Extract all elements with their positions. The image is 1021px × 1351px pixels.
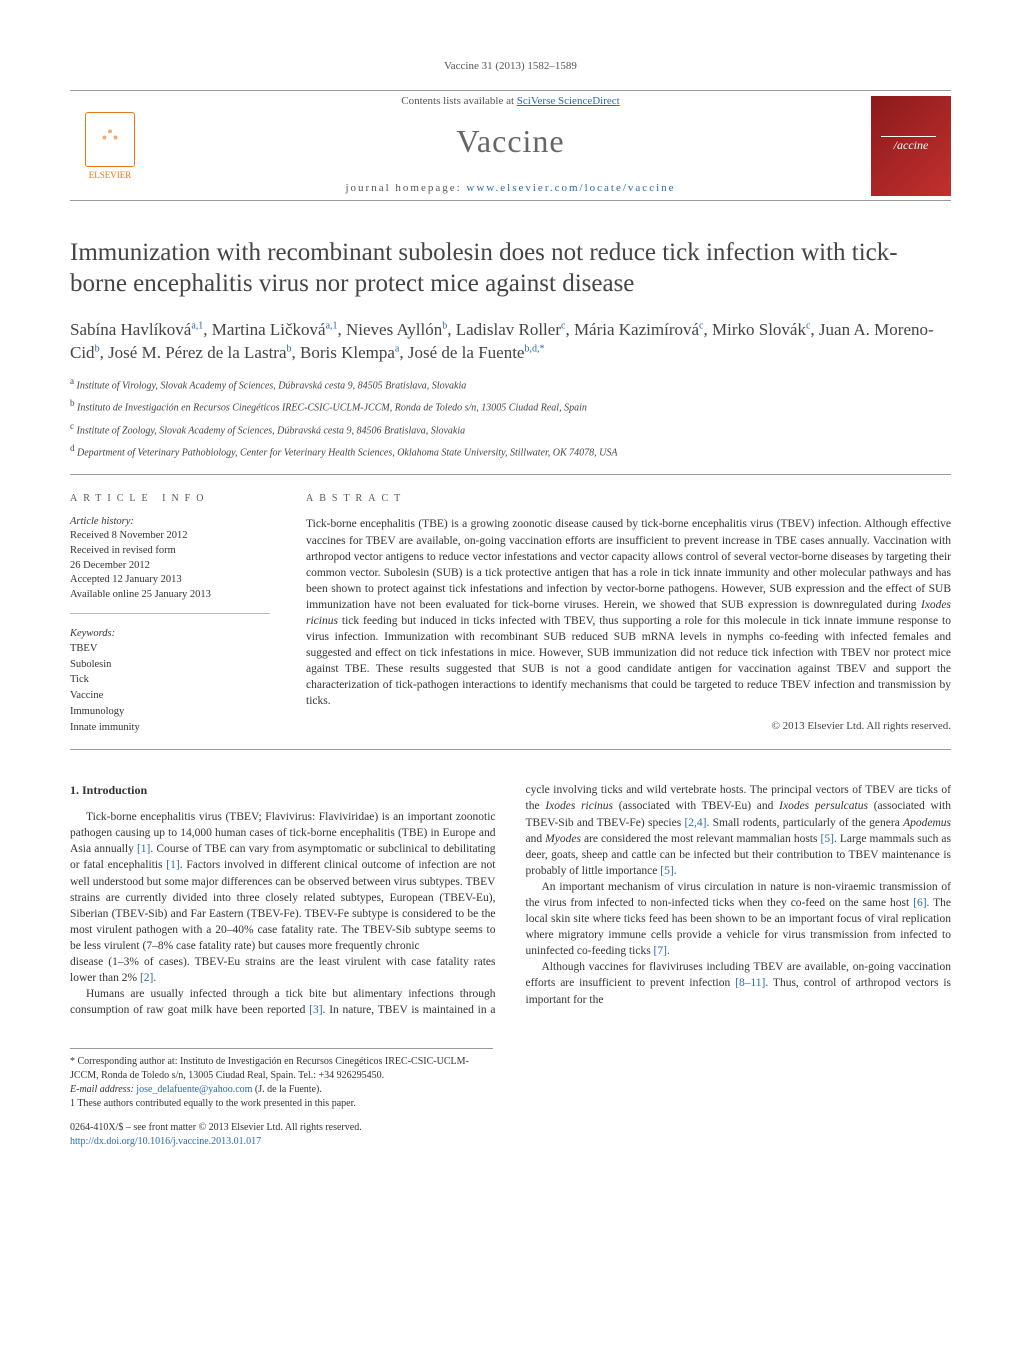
body-two-columns: 1. Introduction Tick-borne encephalitis … — [70, 782, 951, 1018]
email-line: E-mail address: jose_delafuente@yahoo.co… — [70, 1083, 493, 1097]
section-1-heading: 1. Introduction — [70, 782, 496, 799]
corresponding-email-link[interactable]: jose_delafuente@yahoo.com — [136, 1084, 252, 1095]
equal-contribution-note: 1 These authors contributed equally to t… — [70, 1097, 493, 1111]
article-info-column: ARTICLE INFO Article history: Received 8… — [70, 493, 270, 735]
keyword: Subolesin — [70, 657, 270, 673]
history-label: Article history: — [70, 516, 270, 527]
copyright-line: © 2013 Elsevier Ltd. All rights reserved… — [306, 720, 951, 732]
divider-top — [70, 474, 951, 475]
body-paragraph: Tick-borne encephalitis virus (TBEV; Fla… — [70, 809, 496, 954]
elsevier-tree-icon — [85, 112, 135, 167]
article-info-label: ARTICLE INFO — [70, 493, 270, 504]
page-root: Vaccine 31 (2013) 1582–1589 ELSEVIER Con… — [0, 0, 1021, 1189]
authors-list: Sabína Havlíkováa,1, Martina Ličkováa,1,… — [70, 318, 951, 366]
keywords-list: TBEVSubolesinTickVaccineImmunologyInnate… — [70, 641, 270, 736]
homepage-prefix: journal homepage: — [345, 182, 466, 194]
issn-front-matter: 0264-410X/$ – see front matter © 2013 El… — [70, 1121, 493, 1135]
affiliation-line: b Instituto de Investigación en Recursos… — [70, 397, 951, 415]
masthead-center: Contents lists available at SciVerse Sci… — [150, 95, 871, 196]
keyword: TBEV — [70, 641, 270, 657]
keyword: Immunology — [70, 704, 270, 720]
body-paragraph: disease (1–3% of cases). TBEV-Eu strains… — [70, 954, 496, 986]
abstract-text: Tick-borne encephalitis (TBE) is a growi… — [306, 516, 951, 709]
journal-homepage-line: journal homepage: www.elsevier.com/locat… — [150, 182, 871, 194]
abstract-column: ABSTRACT Tick-borne encephalitis (TBE) i… — [306, 493, 951, 735]
article-history-block: Article history: Received 8 November 201… — [70, 516, 270, 613]
keyword: Vaccine — [70, 688, 270, 704]
contents-prefix: Contents lists available at — [401, 95, 516, 107]
cover-label: /accine — [894, 138, 929, 153]
info-abstract-row: ARTICLE INFO Article history: Received 8… — [70, 493, 951, 735]
body-paragraph: Although vaccines for flaviviruses inclu… — [526, 959, 952, 1007]
masthead: ELSEVIER Contents lists available at Sci… — [70, 90, 951, 201]
publisher-name: ELSEVIER — [89, 170, 132, 180]
history-accepted: Accepted 12 January 2013 — [70, 573, 270, 588]
keyword: Innate immunity — [70, 720, 270, 736]
publisher-logo: ELSEVIER — [70, 101, 150, 191]
journal-reference: Vaccine 31 (2013) 1582–1589 — [70, 60, 951, 72]
article-title: Immunization with recombinant subolesin … — [70, 237, 951, 300]
history-revised-2: 26 December 2012 — [70, 559, 270, 574]
body-paragraph: An important mechanism of virus circulat… — [526, 879, 952, 959]
abstract-label: ABSTRACT — [306, 493, 951, 504]
affiliations-block: a Institute of Virology, Slovak Academy … — [70, 375, 951, 460]
footnotes-block: * Corresponding author at: Instituto de … — [70, 1048, 493, 1111]
contents-available-line: Contents lists available at SciVerse Sci… — [150, 95, 871, 107]
keyword: Tick — [70, 672, 270, 688]
email-label: E-mail address: — [70, 1084, 136, 1095]
journal-name: Vaccine — [150, 123, 871, 160]
doi-block: 0264-410X/$ – see front matter © 2013 El… — [70, 1121, 493, 1149]
email-suffix: (J. de la Fuente). — [252, 1084, 321, 1095]
affiliation-line: d Department of Veterinary Pathobiology,… — [70, 442, 951, 460]
keywords-label: Keywords: — [70, 628, 270, 639]
journal-cover-thumbnail: /accine — [871, 96, 951, 196]
sciencedirect-link[interactable]: SciVerse ScienceDirect — [517, 95, 620, 107]
history-revised-1: Received in revised form — [70, 544, 270, 559]
history-online: Available online 25 January 2013 — [70, 588, 270, 603]
corresponding-author-note: * Corresponding author at: Instituto de … — [70, 1055, 493, 1083]
affiliation-line: c Institute of Zoology, Slovak Academy o… — [70, 420, 951, 438]
doi-link[interactable]: http://dx.doi.org/10.1016/j.vaccine.2013… — [70, 1136, 261, 1147]
affiliation-line: a Institute of Virology, Slovak Academy … — [70, 375, 951, 393]
divider-bottom — [70, 749, 951, 750]
history-received: Received 8 November 2012 — [70, 529, 270, 544]
journal-homepage-link[interactable]: www.elsevier.com/locate/vaccine — [466, 182, 675, 194]
